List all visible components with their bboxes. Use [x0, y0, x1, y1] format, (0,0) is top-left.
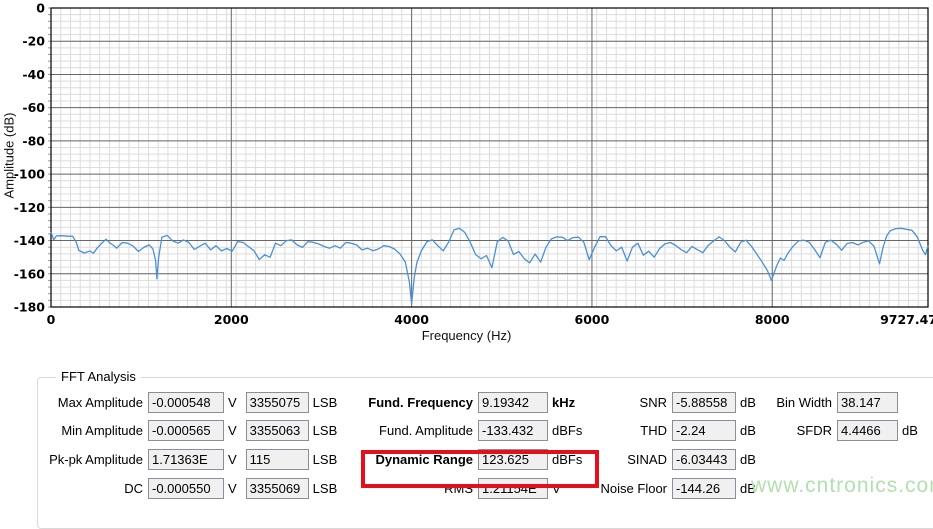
sinad-label: SINAD — [627, 451, 667, 467]
noise-floor-row: Noise Floor -144.26 dB — [560, 474, 761, 503]
svg-text:-180: -180 — [14, 300, 46, 315]
svg-text:0: 0 — [47, 312, 56, 327]
groupbox-title: FFT Analysis — [56, 369, 141, 384]
svg-text:8000: 8000 — [755, 312, 790, 327]
x-axis-title: Frequency (Hz) — [421, 328, 512, 343]
svg-text:-120: -120 — [14, 200, 46, 215]
svg-text:-60: -60 — [22, 100, 45, 115]
amplitude-column: Max Amplitude -0.000548 V 3355075 LSB Mi… — [2, 388, 342, 502]
svg-text:-40: -40 — [22, 67, 45, 82]
snr-field[interactable]: -5.88558 — [672, 391, 736, 413]
dynamic-range-field[interactable]: 123.625 — [478, 448, 548, 470]
max-amplitude-volts-unit: V — [228, 394, 237, 410]
max-amplitude-lsb-unit: LSB — [312, 394, 338, 410]
sinad-field[interactable]: -6.03443 — [672, 448, 736, 470]
svg-text:9727.47: 9727.47 — [880, 312, 933, 327]
thd-label: THD — [640, 423, 667, 439]
svg-text:-160: -160 — [14, 266, 46, 281]
min-amplitude-lsb-field[interactable]: 3355063 — [245, 420, 309, 442]
noise-floor-field[interactable]: -144.26 — [672, 477, 736, 499]
dc-lsb-field[interactable]: 3355069 — [245, 477, 309, 499]
svg-text:-20: -20 — [22, 34, 45, 49]
min-amplitude-lsb-unit: LSB — [312, 423, 338, 439]
dc-volts-unit: V — [228, 480, 237, 496]
y-axis-title: Amplitude (dB) — [1, 112, 17, 199]
pkpk-amplitude-volts-field[interactable]: 1.71363E — [148, 448, 224, 470]
rms-label: RMS — [444, 480, 473, 496]
snr-label: SNR — [639, 394, 667, 410]
min-amplitude-row: Min Amplitude -0.000565 V 3355063 LSB — [2, 417, 342, 446]
svg-text:2000: 2000 — [214, 312, 249, 327]
fund-amplitude-unit: dBFs — [552, 423, 583, 439]
fft-chart: Amplitude (dB) 0 -20 -40 -60 -80 -100 -120 -140… — [1, 1, 933, 344]
dc-label: DC — [124, 480, 143, 496]
fund-frequency-label: Fund. Frequency — [368, 394, 473, 410]
max-amplitude-row: Max Amplitude -0.000548 V 3355075 LSB — [2, 388, 342, 417]
pkpk-amplitude-label: Pk-pk Amplitude — [49, 451, 143, 467]
svg-text:-100: -100 — [14, 167, 46, 182]
svg-text:-140: -140 — [14, 233, 46, 248]
fund-frequency-row: Fund. Frequency 9.19342 kHz — [350, 388, 587, 417]
svg-text:0: 0 — [36, 1, 45, 16]
pkpk-amplitude-lsb-field[interactable]: 115 — [245, 448, 309, 470]
dc-lsb-unit: LSB — [312, 480, 338, 496]
svg-text:6000: 6000 — [575, 312, 610, 327]
dc-volts-field[interactable]: -0.000550 — [148, 477, 224, 499]
thd-field[interactable]: -2.24 — [672, 420, 736, 442]
pkpk-amplitude-lsb-unit: LSB — [312, 451, 338, 467]
dynamic-range-label: Dynamic Range — [375, 451, 473, 467]
fund-frequency-field[interactable]: 9.19342 — [478, 391, 548, 413]
min-amplitude-volts-unit: V — [228, 423, 237, 439]
rms-field[interactable]: 1.21154E — [478, 477, 548, 499]
bin-width-row: Bin Width 38.147 — [738, 388, 923, 417]
sfdr-label: SFDR — [796, 423, 832, 439]
rms-unit: V — [552, 480, 561, 496]
max-amplitude-lsb-field[interactable]: 3355075 — [245, 391, 309, 413]
sfdr-field[interactable]: 4.4466 — [837, 420, 898, 442]
bin-width-field[interactable]: 38.147 — [837, 391, 898, 413]
sinad-row: SINAD -6.03443 dB — [560, 445, 761, 474]
min-amplitude-volts-field[interactable]: -0.000565 — [148, 420, 224, 442]
snr-unit: dB — [740, 394, 756, 410]
dc-row: DC -0.000550 V 3355069 LSB — [2, 474, 342, 503]
thd-unit: dB — [740, 423, 756, 439]
fund-amplitude-row: Fund. Amplitude -133.432 dBFs — [350, 417, 587, 446]
fundamental-column: Fund. Frequency 9.19342 kHz Fund. Amplit… — [350, 388, 587, 502]
fund-frequency-unit: kHz — [552, 394, 576, 410]
pkpk-amplitude-volts-unit: V — [228, 451, 237, 467]
sfdr-row: SFDR 4.4466 dB — [738, 417, 923, 446]
noise-floor-unit: dB — [740, 480, 756, 496]
bin-column: Bin Width 38.147 SFDR 4.4466 dB — [738, 388, 923, 445]
distortion-column: SNR -5.88558 dB THD -2.24 dB SINAD -6.03… — [560, 388, 761, 502]
bin-width-label: Bin Width — [776, 394, 832, 410]
svg-text:-80: -80 — [22, 133, 45, 148]
max-amplitude-label: Max Amplitude — [57, 394, 143, 410]
noise-floor-label: Noise Floor — [600, 480, 667, 496]
pkpk-amplitude-row: Pk-pk Amplitude 1.71363E V 115 LSB — [2, 445, 342, 474]
max-amplitude-volts-field[interactable]: -0.000548 — [148, 391, 224, 413]
sfdr-unit: dB — [902, 423, 918, 439]
svg-text:4000: 4000 — [394, 312, 429, 327]
sinad-unit: dB — [740, 451, 756, 467]
min-amplitude-label: Min Amplitude — [61, 423, 143, 439]
snr-row: SNR -5.88558 dB — [560, 388, 761, 417]
fund-amplitude-label: Fund. Amplitude — [379, 423, 473, 439]
dynamic-range-unit: dBFs — [552, 451, 583, 467]
fund-amplitude-field[interactable]: -133.432 — [478, 420, 548, 442]
thd-row: THD -2.24 dB — [560, 417, 761, 446]
dynamic-range-row: Dynamic Range 123.625 dBFs — [350, 445, 587, 474]
rms-row: RMS 1.21154E V — [350, 474, 587, 503]
